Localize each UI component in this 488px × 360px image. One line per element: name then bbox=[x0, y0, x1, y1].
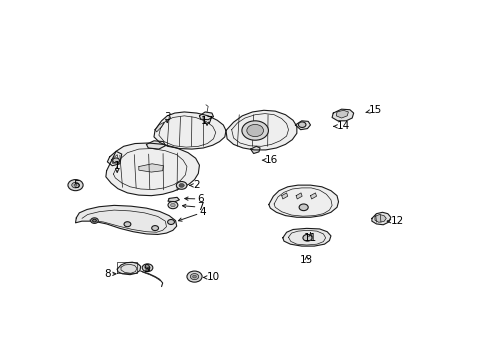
Polygon shape bbox=[117, 262, 141, 275]
Polygon shape bbox=[139, 164, 163, 172]
Circle shape bbox=[302, 234, 311, 241]
Text: 14: 14 bbox=[333, 121, 349, 131]
Text: 15: 15 bbox=[366, 105, 381, 115]
Circle shape bbox=[151, 226, 158, 231]
Text: 9: 9 bbox=[143, 264, 150, 274]
Text: 11: 11 bbox=[303, 233, 316, 243]
Text: 16: 16 bbox=[262, 155, 278, 165]
Circle shape bbox=[298, 122, 305, 127]
Polygon shape bbox=[295, 121, 310, 130]
Polygon shape bbox=[371, 212, 390, 225]
Polygon shape bbox=[168, 197, 179, 202]
Polygon shape bbox=[199, 112, 213, 120]
Text: 8: 8 bbox=[103, 269, 116, 279]
Polygon shape bbox=[75, 205, 176, 234]
Polygon shape bbox=[268, 185, 338, 217]
Polygon shape bbox=[225, 110, 296, 150]
Polygon shape bbox=[105, 143, 199, 195]
Polygon shape bbox=[336, 110, 347, 118]
Circle shape bbox=[168, 202, 178, 209]
Circle shape bbox=[124, 222, 131, 227]
Circle shape bbox=[112, 158, 119, 163]
Circle shape bbox=[74, 184, 77, 186]
Circle shape bbox=[246, 125, 263, 136]
Text: 3: 3 bbox=[163, 112, 170, 122]
Polygon shape bbox=[296, 193, 302, 199]
Polygon shape bbox=[310, 193, 316, 199]
Text: 1: 1 bbox=[114, 161, 120, 172]
Polygon shape bbox=[146, 141, 165, 149]
Text: 4: 4 bbox=[178, 207, 205, 221]
Circle shape bbox=[68, 180, 83, 191]
Circle shape bbox=[186, 271, 202, 282]
Circle shape bbox=[190, 274, 198, 280]
Circle shape bbox=[142, 264, 153, 271]
Polygon shape bbox=[155, 122, 164, 132]
Circle shape bbox=[72, 183, 79, 188]
Polygon shape bbox=[107, 151, 122, 166]
Circle shape bbox=[167, 220, 174, 225]
Circle shape bbox=[242, 121, 268, 140]
Text: 7: 7 bbox=[182, 202, 204, 212]
Text: 17: 17 bbox=[200, 116, 213, 126]
Text: 6: 6 bbox=[184, 194, 204, 204]
Circle shape bbox=[92, 219, 96, 222]
Polygon shape bbox=[282, 228, 330, 246]
Polygon shape bbox=[281, 193, 287, 199]
Circle shape bbox=[176, 181, 186, 189]
Circle shape bbox=[179, 184, 184, 187]
Polygon shape bbox=[250, 146, 260, 153]
Circle shape bbox=[90, 218, 98, 223]
Text: 2: 2 bbox=[189, 180, 199, 190]
Polygon shape bbox=[331, 109, 353, 121]
Text: 5: 5 bbox=[73, 180, 80, 190]
Text: 12: 12 bbox=[386, 216, 403, 226]
Text: 10: 10 bbox=[203, 273, 220, 283]
Circle shape bbox=[170, 203, 175, 207]
Circle shape bbox=[144, 266, 150, 270]
Polygon shape bbox=[374, 215, 386, 222]
Circle shape bbox=[192, 275, 196, 278]
Text: 13: 13 bbox=[300, 255, 313, 265]
Polygon shape bbox=[154, 112, 225, 149]
Circle shape bbox=[299, 204, 307, 211]
